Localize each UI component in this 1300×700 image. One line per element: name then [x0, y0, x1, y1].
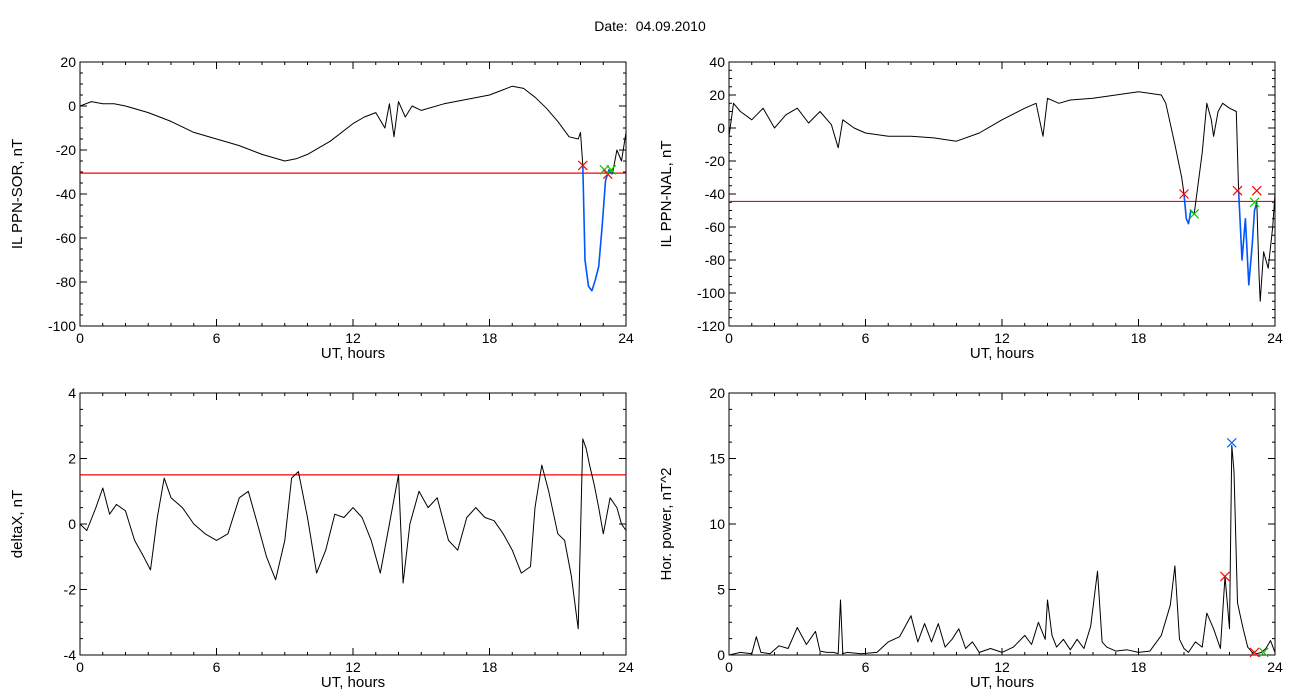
y-axis-label: Hor. power, nT^2: [658, 468, 675, 581]
x-tick-label: 0: [76, 330, 84, 346]
y-tick-label: 40: [709, 54, 725, 70]
y-tick-label: 20: [60, 54, 76, 70]
y-tick-label: 0: [717, 647, 725, 663]
plot-frame: [79, 61, 627, 327]
plot-frame: [728, 392, 1276, 656]
y-tick-label: -40: [56, 186, 76, 202]
y-axis-label: IL PPN-SOR, nT: [9, 139, 26, 249]
y-tick-label: 20: [709, 385, 725, 401]
y-tick-label: -120: [697, 318, 725, 334]
series-line: [80, 85, 584, 166]
x-tick-label: 18: [482, 330, 498, 346]
y-tick-label: -20: [56, 142, 76, 158]
event-marker: [1189, 208, 1200, 219]
series-line: [1183, 193, 1195, 225]
y-tick-label: 0: [68, 516, 76, 532]
x-tick-label: 12: [994, 330, 1010, 346]
y-tick-label: -2: [64, 582, 77, 598]
y-tick-label: 0: [68, 98, 76, 114]
y-axis-label: IL PPN-NAL, nT: [658, 141, 675, 248]
y-tick-label: 5: [717, 582, 725, 598]
date-value: 04.09.2010: [635, 18, 706, 34]
y-axis-label: deltaX, nT: [9, 490, 26, 558]
x-tick-label: 0: [76, 659, 84, 675]
event-marker: [1232, 185, 1243, 196]
y-tick-label: -20: [705, 153, 725, 169]
x-tick-label: 18: [1131, 330, 1147, 346]
chart-panel-hpow: 0 6 12 18 24 0 5 10 15 20 UT, hours Hor. power, nT^…: [658, 385, 1283, 691]
y-tick-label: 0: [717, 120, 725, 136]
y-tick-label: -100: [697, 285, 725, 301]
event-marker: [1226, 437, 1237, 448]
event-marker: [602, 169, 613, 180]
event-marker: [1249, 647, 1260, 658]
series-line: [611, 132, 626, 175]
x-tick-label: 18: [1131, 659, 1147, 675]
x-tick-label: 6: [862, 330, 870, 346]
y-tick-label: -80: [705, 252, 725, 268]
x-tick-label: 6: [213, 330, 221, 346]
event-marker: [1179, 189, 1189, 199]
chart-panel-nal: 0 6 12 18 24 -120 -100 -80 -60 -40 -20 0 20 40 UT, hou…: [658, 54, 1283, 362]
x-tick-label: 12: [345, 330, 361, 346]
series-line: [1256, 193, 1275, 302]
x-axis-label: UT, hours: [321, 345, 385, 362]
plot-frame: [79, 392, 627, 656]
event-marker: [1249, 197, 1260, 208]
x-tick-label: 24: [1267, 659, 1283, 675]
y-tick-label: -100: [48, 318, 76, 334]
x-tick-label: 24: [618, 330, 634, 346]
y-tick-label: 4: [68, 385, 76, 401]
series-line: [729, 91, 1185, 195]
x-tick-label: 6: [213, 659, 221, 675]
date-label: Date:: [594, 18, 628, 34]
plot-frame: [728, 61, 1276, 327]
x-tick-label: 0: [725, 659, 733, 675]
x-axis-label: UT, hours: [970, 345, 1034, 362]
x-tick-label: 12: [994, 659, 1010, 675]
x-tick-label: 18: [482, 659, 498, 675]
x-tick-label: 24: [618, 659, 634, 675]
x-axis-label: UT, hours: [321, 674, 385, 691]
series-line: [1237, 190, 1258, 286]
x-axis-label: UT, hours: [970, 674, 1034, 691]
event-marker: [577, 160, 588, 171]
series-line: [729, 444, 1275, 655]
series-line: [80, 438, 626, 630]
series-line: [582, 165, 614, 292]
x-tick-label: 6: [862, 659, 870, 675]
event-marker: [1220, 571, 1230, 582]
chart-panel-sor: 0 6 12 18 24 -100 -80 -60 -40 -20 0 20 UT, hours IL P…: [9, 54, 634, 362]
x-tick-label: 24: [1267, 330, 1283, 346]
y-tick-label: -60: [705, 219, 725, 235]
y-tick-label: -80: [56, 274, 76, 290]
x-tick-label: 0: [725, 330, 733, 346]
event-marker: [606, 164, 617, 175]
y-tick-label: -60: [56, 230, 76, 246]
y-tick-label: 15: [709, 451, 725, 467]
y-tick-label: -4: [64, 647, 77, 663]
x-tick-label: 12: [345, 659, 361, 675]
page-title: Date: 04.09.2010: [0, 18, 1300, 34]
y-tick-label: 20: [709, 87, 725, 103]
y-tick-label: -40: [705, 186, 725, 202]
y-tick-label: 10: [709, 516, 725, 532]
y-tick-label: 2: [68, 451, 76, 467]
event-marker: [1251, 185, 1262, 196]
event-marker: [1258, 647, 1269, 658]
series-line: [1193, 102, 1240, 214]
